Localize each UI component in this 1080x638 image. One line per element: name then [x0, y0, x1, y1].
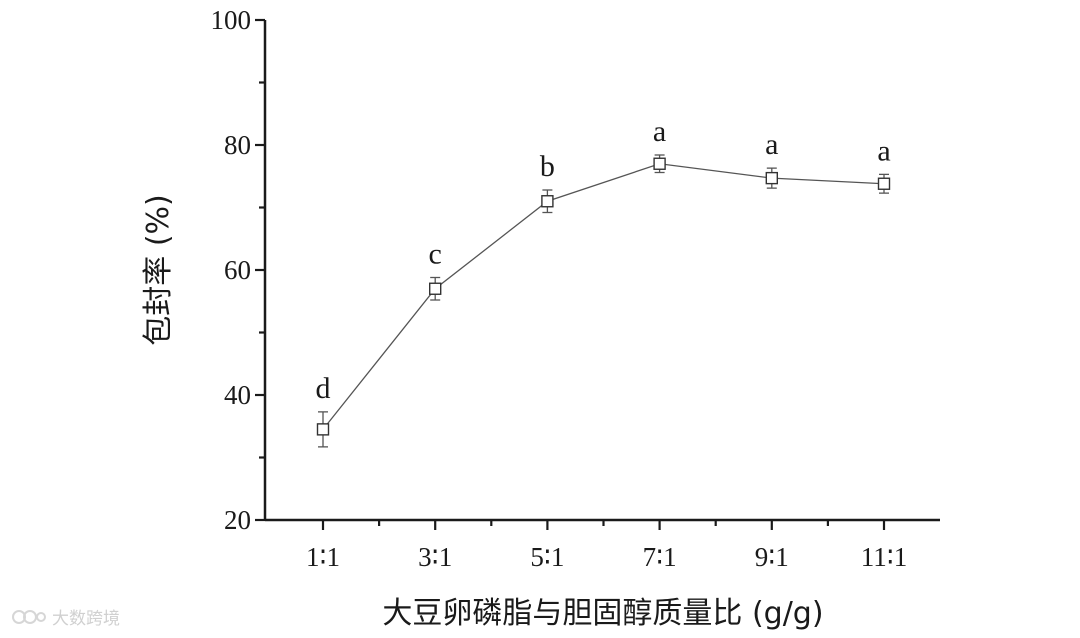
x-tick-label: 9∶1: [755, 542, 789, 572]
series-line-group: [322, 163, 885, 430]
x-axis-title: 大豆卵磷脂与胆固醇质量比 (g/g): [382, 596, 823, 631]
significance-label: d: [316, 372, 331, 405]
watermark-text: 大数跨境: [52, 609, 120, 629]
data-point: [316, 423, 330, 436]
y-tick-label: 20: [224, 505, 251, 535]
y-tick-label: 100: [211, 5, 252, 35]
y-tick-label: 60: [224, 255, 251, 285]
significance-label: c: [429, 238, 442, 271]
markers: [316, 157, 891, 436]
significance-label: a: [877, 134, 890, 167]
significance-label: a: [653, 115, 666, 148]
x-tick-label: 5∶1: [530, 542, 564, 572]
x-tick-label: 7∶1: [643, 542, 677, 572]
y-tick-label: 80: [224, 130, 251, 160]
data-point: [429, 282, 442, 295]
data-point: [653, 157, 666, 170]
series-line: [322, 163, 885, 430]
data-point: [541, 195, 554, 208]
x-tick-label: 11∶1: [861, 542, 908, 572]
significance-label: b: [540, 150, 555, 183]
ticks: 20 40 60 80 100 1∶1 3∶1 5∶1 7∶1 9∶1 11∶1: [211, 5, 908, 572]
error-bars: [318, 154, 889, 448]
data-point: [765, 171, 778, 185]
x-tick-label: 1∶1: [306, 542, 340, 572]
watermark: 大数跨境: [12, 604, 120, 629]
y-axis-title: 包封率 (%): [141, 194, 176, 345]
axes: [263, 20, 940, 522]
x-tick-label: 3∶1: [418, 542, 452, 572]
significance-labels: d c b a a a: [316, 115, 891, 405]
significance-label: a: [765, 128, 778, 161]
data-point: [877, 177, 891, 190]
y-tick-label: 40: [224, 380, 251, 410]
watermark-logo-icon: [12, 609, 46, 624]
